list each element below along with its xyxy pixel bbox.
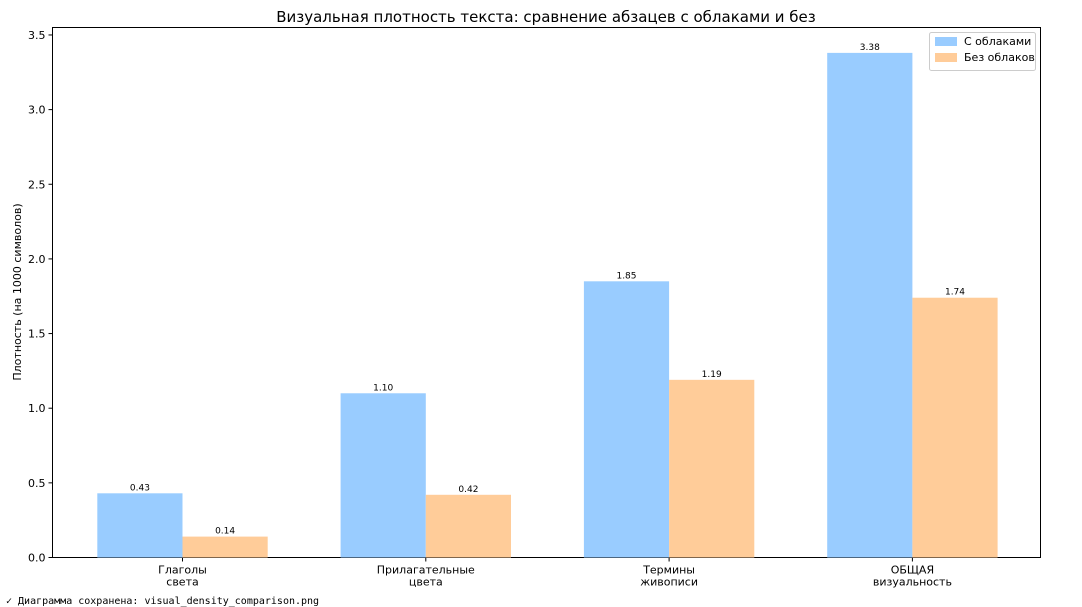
y-axis-label: Плотность (на 1000 символов) [11, 203, 24, 380]
bar [912, 297, 998, 558]
chart-title: Визуальная плотность текста: сравнение а… [276, 8, 816, 26]
plot-frame [52, 27, 1041, 558]
x-tick-label: ОБЩАЯ [891, 564, 934, 577]
legend-label-without-clouds: Без облаков [964, 51, 1035, 64]
bars: 0.43 0.14 1.10 0.42 1.85 1.19 3.38 1.74 [97, 43, 998, 558]
bar [182, 536, 268, 558]
x-tick-label: визуальность [873, 576, 952, 589]
y-axis: 0.0 0.5 1.0 1.5 2.0 2.5 3.0 3.5 [28, 29, 53, 565]
y-tick-label: 0.0 [28, 552, 46, 565]
x-tick-label: цвета [409, 576, 443, 589]
y-tick-label: 3.0 [28, 104, 46, 117]
x-tick-label: света [166, 576, 198, 589]
y-tick-label: 2.0 [28, 253, 46, 266]
y-tick-label: 1.5 [28, 328, 46, 341]
bar [340, 393, 426, 558]
bar [425, 494, 511, 558]
bar-value-label: 3.38 [860, 43, 880, 53]
legend-label-with-clouds: С облаками [964, 35, 1031, 48]
bar [583, 281, 670, 558]
x-tick-label: Термины [642, 564, 695, 577]
legend-swatch-without-clouds [935, 53, 957, 62]
bar-value-label: 1.74 [945, 288, 965, 298]
bar-value-label: 0.43 [130, 483, 150, 493]
y-tick-label: 1.0 [28, 402, 46, 415]
bar-value-label: 0.14 [215, 527, 235, 537]
x-tick-label: Глаголы [158, 564, 207, 577]
legend: С облаками Без облаков [929, 32, 1036, 71]
bar-value-label: 1.85 [616, 271, 636, 281]
status-message: ✓ Диаграмма сохранена: visual_density_co… [6, 596, 320, 607]
y-tick-label: 3.5 [28, 29, 46, 42]
legend-swatch-with-clouds [935, 37, 957, 46]
bar-value-label: 0.42 [458, 485, 478, 495]
x-tick-label: живописи [640, 576, 698, 589]
y-tick-label: 0.5 [28, 477, 46, 490]
bar [827, 52, 913, 558]
bar [97, 493, 183, 558]
bar [669, 379, 755, 558]
bar-value-label: 1.19 [702, 370, 722, 380]
x-tick-label: Прилагательные [377, 564, 475, 577]
y-tick-label: 2.5 [28, 178, 46, 191]
bar-value-label: 1.10 [373, 383, 393, 393]
